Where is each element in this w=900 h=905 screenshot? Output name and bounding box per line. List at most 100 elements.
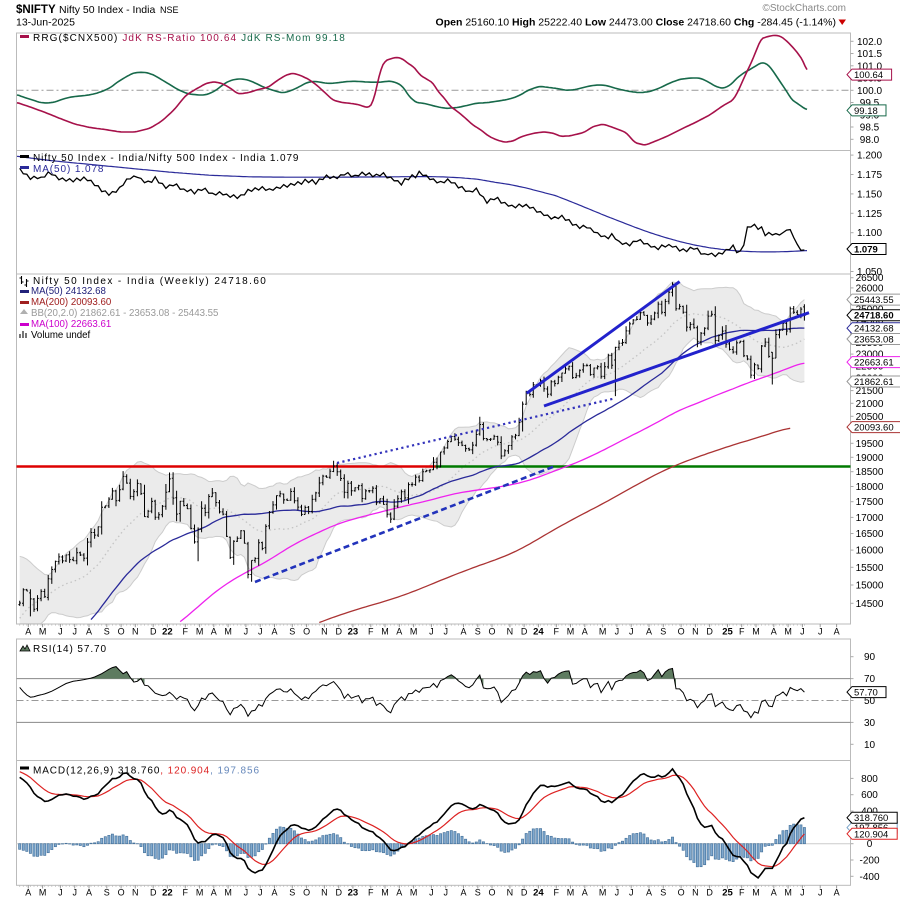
svg-text:1.175: 1.175 — [857, 170, 882, 181]
svg-text:O: O — [303, 627, 310, 637]
svg-text:98.5: 98.5 — [860, 123, 880, 134]
svg-text:24: 24 — [533, 888, 544, 899]
svg-text:23: 23 — [348, 888, 359, 899]
svg-text:D: D — [521, 888, 528, 898]
svg-text:120.904: 120.904 — [854, 829, 888, 840]
svg-text:J: J — [443, 888, 448, 898]
svg-text:A: A — [396, 888, 402, 898]
svg-text:Volume undef: Volume undef — [31, 330, 91, 341]
svg-text:22: 22 — [162, 888, 173, 899]
svg-text:10: 10 — [864, 740, 876, 751]
svg-text:S: S — [475, 888, 481, 898]
svg-text:J: J — [615, 627, 620, 637]
svg-text:A: A — [771, 888, 777, 898]
svg-text:A: A — [646, 888, 652, 898]
svg-text:15500: 15500 — [856, 563, 884, 574]
svg-text:MA(50) 24132.68: MA(50) 24132.68 — [31, 286, 106, 297]
svg-text:M: M — [196, 627, 204, 637]
svg-text:1.100: 1.100 — [857, 228, 882, 239]
svg-text:-400: -400 — [859, 872, 879, 883]
svg-text:A: A — [834, 627, 840, 637]
svg-text:98.0: 98.0 — [860, 135, 880, 146]
svg-text:N: N — [321, 627, 328, 637]
svg-text:M: M — [567, 888, 575, 898]
svg-text:99.18: 99.18 — [854, 106, 878, 117]
svg-text:D: D — [150, 888, 157, 898]
svg-text:13-Jun-2025: 13-Jun-2025 — [16, 17, 75, 29]
svg-text:D: D — [706, 888, 713, 898]
svg-text:F: F — [183, 627, 189, 637]
svg-text:O: O — [488, 888, 495, 898]
svg-text:N: N — [507, 627, 514, 637]
svg-text:J: J — [800, 888, 805, 898]
svg-text:O: O — [488, 627, 495, 637]
svg-text:A: A — [834, 888, 840, 898]
svg-text:F: F — [554, 888, 560, 898]
svg-text:NSE: NSE — [160, 5, 179, 15]
svg-text:20093.60: 20093.60 — [854, 423, 894, 434]
svg-text:F: F — [368, 627, 374, 637]
svg-text:MA(50) 1.078: MA(50) 1.078 — [33, 164, 104, 175]
svg-text:57.70: 57.70 — [854, 688, 878, 699]
svg-text:16500: 16500 — [856, 529, 884, 540]
svg-text:Nifty 50 Index - India: Nifty 50 Index - India — [59, 4, 155, 16]
svg-text:318.760: 318.760 — [854, 813, 888, 824]
svg-text:25: 25 — [722, 888, 733, 899]
svg-text:$NIFTY: $NIFTY — [16, 4, 56, 16]
svg-text:N: N — [132, 627, 139, 637]
svg-text:70: 70 — [864, 674, 876, 685]
svg-text:M: M — [410, 627, 418, 637]
svg-text:100.0: 100.0 — [857, 86, 882, 97]
svg-text:A: A — [582, 888, 588, 898]
svg-text:-200: -200 — [859, 856, 879, 867]
svg-text:N: N — [692, 888, 699, 898]
svg-text:21862.61: 21862.61 — [854, 377, 894, 388]
svg-text:M: M — [599, 888, 607, 898]
svg-text:A: A — [582, 627, 588, 637]
svg-text:S: S — [289, 888, 295, 898]
svg-text:S: S — [475, 627, 481, 637]
svg-text:O: O — [678, 627, 685, 637]
svg-text:F: F — [739, 888, 745, 898]
svg-text:J: J — [58, 627, 63, 637]
svg-text:M: M — [381, 627, 389, 637]
svg-text:15000: 15000 — [856, 581, 884, 592]
svg-text:A: A — [396, 627, 402, 637]
svg-text:17500: 17500 — [856, 497, 884, 508]
svg-text:J: J — [429, 627, 434, 637]
svg-text:A: A — [86, 888, 92, 898]
svg-text:O: O — [118, 888, 125, 898]
svg-text:26500: 26500 — [856, 273, 884, 284]
svg-text:S: S — [660, 627, 666, 637]
svg-text:F: F — [368, 888, 374, 898]
svg-text:N: N — [321, 888, 328, 898]
svg-text:A: A — [211, 888, 217, 898]
svg-text:M: M — [224, 627, 232, 637]
svg-text:D: D — [706, 627, 713, 637]
svg-text:J: J — [800, 627, 805, 637]
svg-text:O: O — [118, 627, 125, 637]
svg-text:21000: 21000 — [856, 399, 884, 410]
svg-text:M: M — [784, 627, 792, 637]
svg-text:25: 25 — [722, 627, 733, 638]
svg-text:19000: 19000 — [856, 453, 884, 464]
svg-text:J: J — [72, 627, 77, 637]
svg-text:14500: 14500 — [856, 599, 884, 610]
svg-text:J: J — [72, 888, 77, 898]
svg-text:23: 23 — [348, 627, 359, 638]
svg-text:0: 0 — [867, 839, 873, 850]
svg-text:101.5: 101.5 — [857, 49, 882, 60]
svg-text:Nifty 50 Index - India/Nifty 5: Nifty 50 Index - India/Nifty 500 Index -… — [33, 153, 299, 164]
svg-text:A: A — [460, 627, 466, 637]
svg-text:A: A — [25, 627, 31, 637]
svg-text:J: J — [629, 888, 634, 898]
svg-text:M: M — [224, 888, 232, 898]
svg-text:A: A — [771, 627, 777, 637]
svg-text:F: F — [554, 627, 560, 637]
svg-text:A: A — [211, 627, 217, 637]
svg-text:D: D — [150, 627, 157, 637]
svg-text:©StockCharts.com: ©StockCharts.com — [762, 3, 846, 14]
svg-text:M: M — [567, 627, 575, 637]
svg-text:1.150: 1.150 — [857, 189, 882, 200]
svg-text:M: M — [196, 888, 204, 898]
